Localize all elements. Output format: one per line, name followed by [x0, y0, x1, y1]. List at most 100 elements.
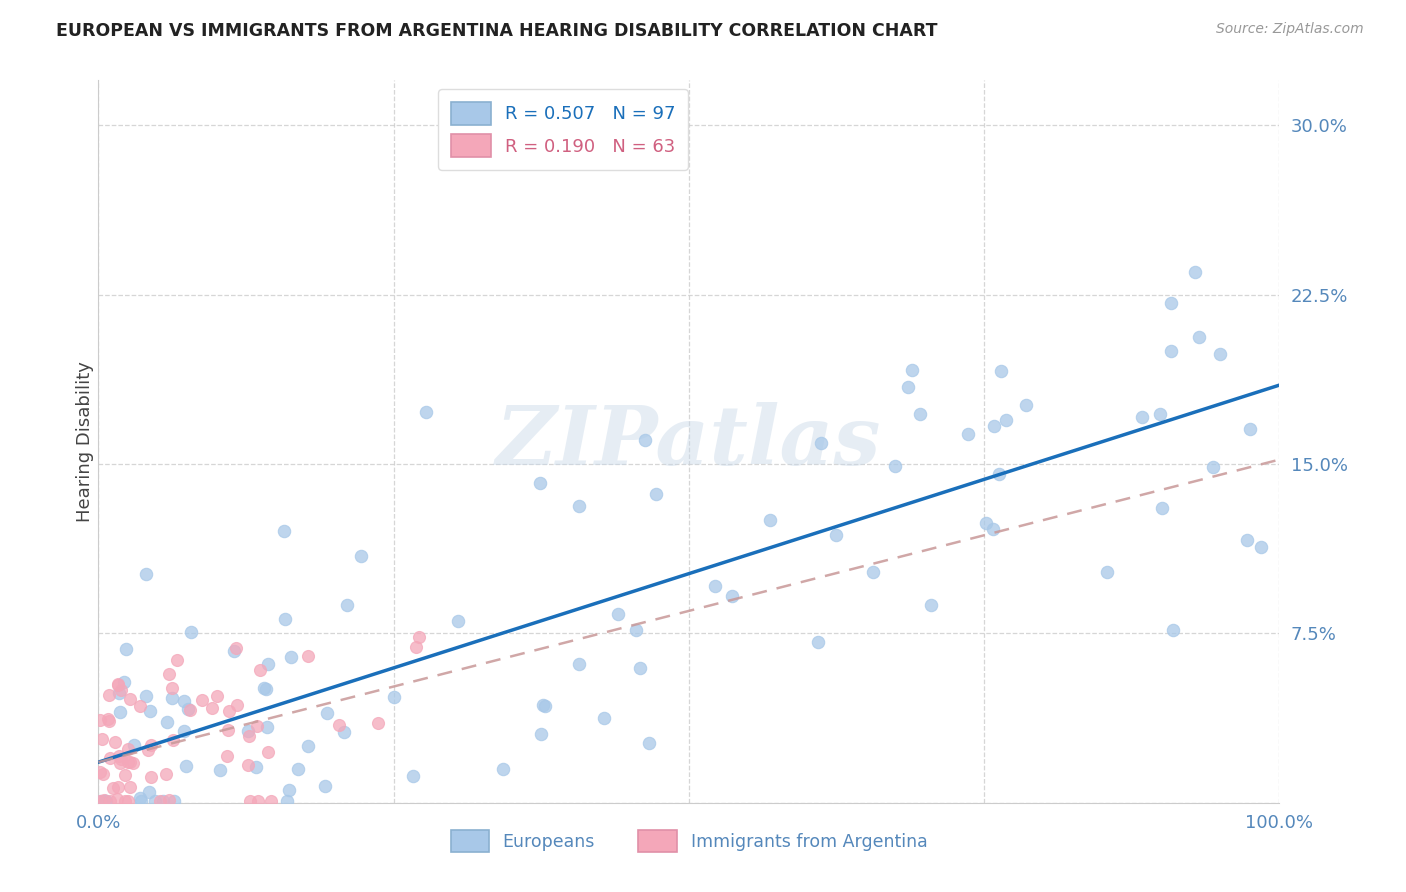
Point: [287, 762, 309, 776]
Point: [208, 763, 231, 777]
Point: [995, 413, 1018, 427]
Point: [103, 780, 125, 795]
Point: [328, 717, 350, 731]
Point: [415, 405, 437, 419]
Point: [179, 703, 201, 717]
Point: [758, 513, 780, 527]
Point: [90, 793, 112, 807]
Text: EUROPEAN VS IMMIGRANTS FROM ARGENTINA HEARING DISABILITY CORRELATION CHART: EUROPEAN VS IMMIGRANTS FROM ARGENTINA HE…: [56, 22, 938, 40]
Point: [568, 499, 591, 513]
Point: [89, 765, 111, 780]
Point: [98, 688, 121, 702]
Point: [162, 732, 184, 747]
Point: [97, 714, 120, 728]
Point: [257, 745, 280, 759]
Point: [533, 699, 555, 714]
Point: [446, 614, 468, 628]
Point: [256, 657, 278, 671]
Point: [974, 516, 997, 530]
Point: [105, 792, 128, 806]
Point: [163, 793, 186, 807]
Point: [135, 689, 157, 703]
Point: [405, 640, 427, 654]
Point: [246, 719, 269, 733]
Point: [177, 701, 200, 715]
Point: [246, 793, 269, 807]
Point: [897, 380, 920, 394]
Point: [721, 589, 744, 603]
Point: [1250, 540, 1272, 554]
Point: [217, 723, 239, 737]
Point: [157, 793, 180, 807]
Point: [988, 467, 1011, 482]
Point: [1160, 296, 1182, 310]
Point: [191, 693, 214, 707]
Point: [1184, 265, 1206, 279]
Point: [143, 793, 166, 807]
Point: [1163, 624, 1185, 638]
Point: [218, 704, 240, 718]
Point: [983, 418, 1005, 433]
Point: [703, 579, 725, 593]
Point: [89, 713, 111, 727]
Point: [253, 681, 276, 695]
Point: [118, 692, 141, 706]
Point: [91, 731, 114, 746]
Point: [129, 698, 152, 713]
Point: [166, 652, 188, 666]
Point: [810, 436, 832, 450]
Point: [531, 698, 554, 712]
Point: [112, 675, 135, 690]
Point: [254, 681, 277, 696]
Point: [139, 704, 162, 718]
Point: [91, 767, 114, 781]
Point: [139, 738, 162, 752]
Point: [825, 528, 848, 542]
Point: [910, 407, 932, 421]
Point: [107, 678, 129, 692]
Point: [149, 793, 172, 807]
Point: [645, 487, 668, 501]
Point: [277, 783, 299, 797]
Point: [628, 661, 651, 675]
Point: [89, 793, 111, 807]
Point: [110, 752, 132, 766]
Point: [530, 727, 553, 741]
Point: [108, 756, 131, 770]
Point: [107, 780, 129, 794]
Point: [920, 599, 942, 613]
Point: [382, 690, 405, 704]
Point: [1130, 409, 1153, 424]
Point: [1160, 343, 1182, 358]
Point: [957, 427, 980, 442]
Point: [135, 566, 157, 581]
Point: [98, 793, 121, 807]
Point: [256, 720, 278, 734]
Point: [173, 693, 195, 707]
Point: [990, 364, 1012, 378]
Point: [128, 791, 150, 805]
Point: [401, 769, 423, 783]
Point: [637, 735, 659, 749]
Legend: Europeans, Immigrants from Argentina: Europeans, Immigrants from Argentina: [444, 823, 934, 859]
Point: [141, 770, 163, 784]
Point: [259, 793, 281, 807]
Point: [173, 724, 195, 739]
Point: [624, 623, 647, 637]
Point: [162, 681, 184, 695]
Point: [114, 768, 136, 782]
Text: ZIPatlas: ZIPatlas: [496, 401, 882, 482]
Point: [592, 711, 614, 725]
Point: [332, 724, 354, 739]
Point: [239, 793, 262, 807]
Point: [1188, 330, 1211, 344]
Point: [107, 677, 129, 691]
Point: [807, 635, 830, 649]
Point: [1014, 398, 1036, 412]
Point: [862, 565, 884, 579]
Point: [367, 715, 389, 730]
Point: [297, 739, 319, 754]
Point: [238, 723, 260, 738]
Point: [114, 793, 136, 807]
Point: [120, 755, 142, 769]
